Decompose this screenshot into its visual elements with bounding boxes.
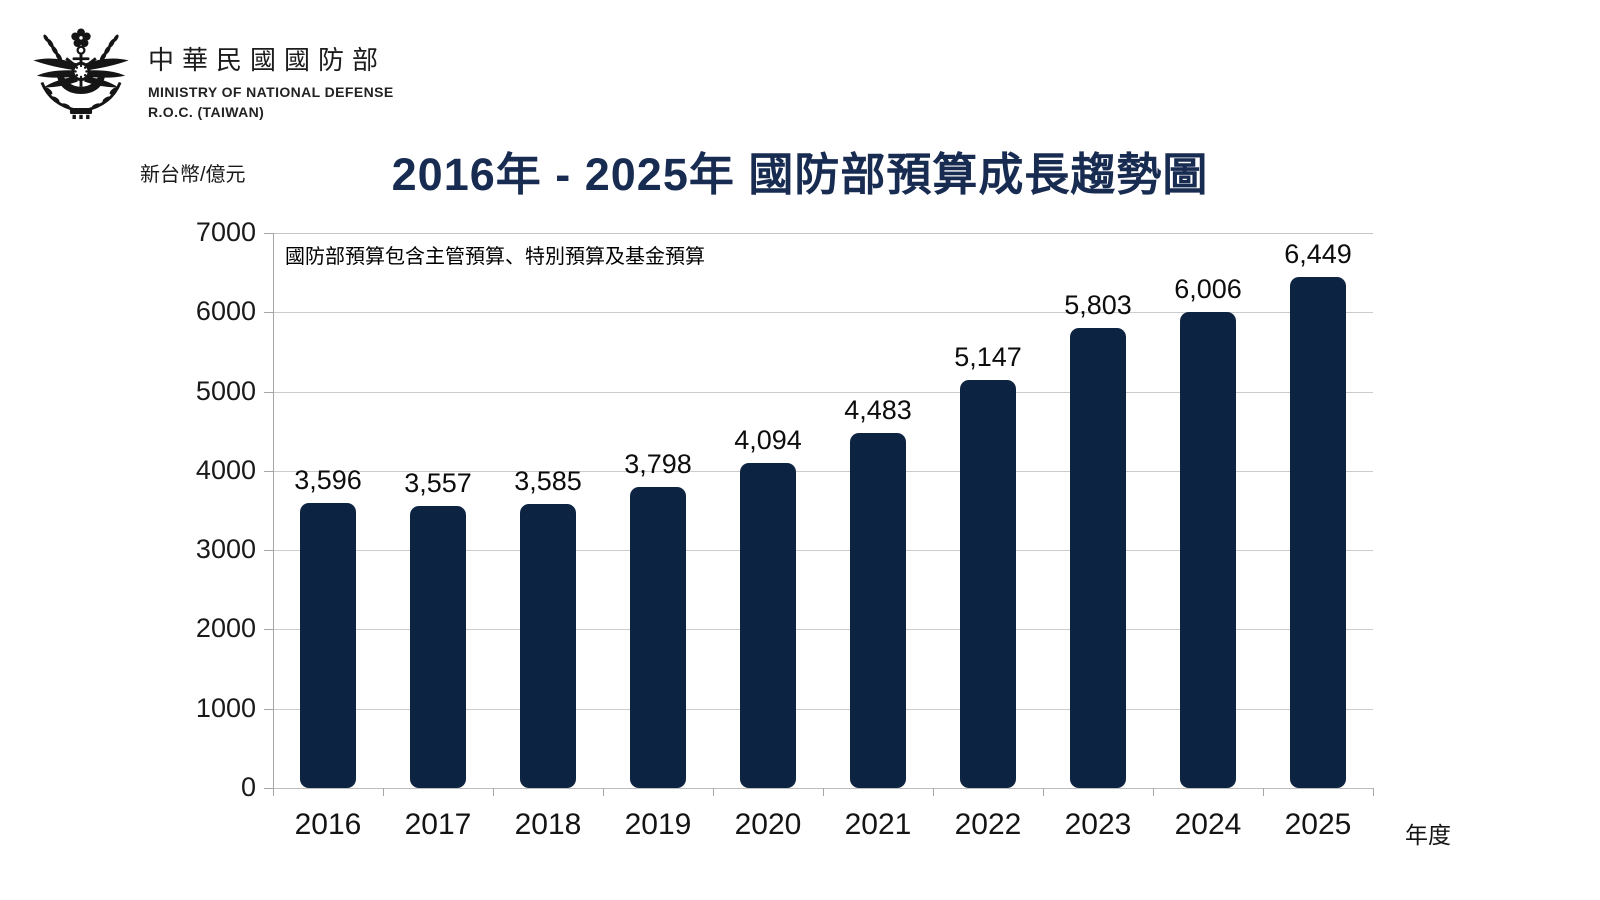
bar-2023 <box>1070 327 1126 788</box>
gridline-2000 <box>273 629 1373 631</box>
chart-annotation: 國防部預算包含主管預算、特別預算及基金預算 <box>285 246 705 268</box>
bar-value-label-2019: 3,798 <box>624 448 692 479</box>
bar-value-label-2021: 4,483 <box>844 394 912 425</box>
y-axis-tick <box>264 629 273 631</box>
brand-header: 中華民國國防部 MINISTRY OF NATIONAL DEFENSE R.O… <box>30 26 394 122</box>
bar-value-label-2025: 6,449 <box>1284 238 1352 269</box>
bar-2024 <box>1180 311 1236 788</box>
laurel-ribbon <box>40 81 122 120</box>
y-axis-tick <box>264 391 273 393</box>
gridline-5000 <box>273 391 1373 393</box>
y-axis-tick <box>264 788 273 789</box>
x-tick-label-2024: 2024 <box>1174 808 1242 841</box>
y-tick-label: 5000 <box>195 375 256 406</box>
x-tick-label-2018: 2018 <box>514 808 582 841</box>
x-axis-tick <box>603 788 604 796</box>
gridline-3000 <box>273 550 1373 552</box>
y-axis-tick <box>264 708 273 710</box>
gridline-7000 <box>273 233 1373 234</box>
x-axis-tick <box>1263 788 1264 796</box>
x-tick-label-2017: 2017 <box>404 808 472 841</box>
x-tick-label-2023: 2023 <box>1064 808 1132 841</box>
bar-2017 <box>410 505 466 788</box>
mnd-emblem-logo <box>33 28 129 120</box>
y-axis-tick <box>264 312 273 314</box>
chart-title: 2016年 - 2025年 國防部預算成長趨勢圖 <box>391 149 1209 200</box>
bar-2022 <box>960 379 1016 788</box>
brand-name-en-line1: MINISTRY OF NATIONAL DEFENSE <box>148 84 394 100</box>
y-tick-label: 7000 <box>195 217 256 247</box>
bar-value-label-2017: 3,557 <box>404 467 472 498</box>
bar-value-label-2016: 3,596 <box>294 464 362 495</box>
x-axis-tick <box>823 788 824 796</box>
x-axis-tick <box>1373 788 1374 796</box>
x-axis-title: 年度 <box>1405 822 1451 848</box>
x-tick-label-2019: 2019 <box>624 808 692 841</box>
anchor <box>57 45 105 94</box>
x-tick-label-2022: 2022 <box>954 808 1022 841</box>
brand-name-zh: 中華民國國防部 <box>148 45 387 75</box>
x-tick-label-2025: 2025 <box>1284 808 1352 841</box>
y-tick-label: 3000 <box>195 534 256 565</box>
y-axis-tick <box>264 233 273 234</box>
x-axis-tick <box>383 788 384 796</box>
bar-value-label-2018: 3,585 <box>514 465 582 496</box>
y-tick-label: 0 <box>240 772 256 802</box>
gridline-6000 <box>273 312 1373 314</box>
x-tick-label-2021: 2021 <box>844 808 912 841</box>
bar-value-label-2022: 5,147 <box>954 341 1022 372</box>
x-tick-label-2016: 2016 <box>294 808 362 841</box>
bar-2020 <box>740 463 796 788</box>
x-axis-tick <box>273 788 274 796</box>
bar-2016 <box>300 502 356 788</box>
x-axis-tick <box>1043 788 1044 796</box>
gridline-4000 <box>273 470 1373 472</box>
bar-value-label-2023: 5,803 <box>1064 289 1132 320</box>
plum-blossom <box>71 28 91 47</box>
brand-text: 中華民國國防部 MINISTRY OF NATIONAL DEFENSE R.O… <box>148 26 394 120</box>
x-axis-tick <box>933 788 934 796</box>
gridline-1000 <box>273 708 1373 710</box>
x-axis-tick <box>1153 788 1154 796</box>
bar-2018 <box>520 503 576 788</box>
y-tick-label: 6000 <box>195 296 256 327</box>
bar-2019 <box>630 486 686 788</box>
bar-2021 <box>850 432 906 788</box>
y-axis-tick <box>264 470 273 472</box>
y-axis-unit-label: 新台幣/億元 <box>140 164 246 186</box>
y-axis-tick <box>264 550 273 552</box>
y-tick-label: 4000 <box>195 454 256 485</box>
y-tick-label: 2000 <box>195 613 256 644</box>
brand-name-en-line2: R.O.C. (TAIWAN) <box>148 104 265 120</box>
bar-2025 <box>1290 276 1346 788</box>
y-tick-label: 1000 <box>195 692 256 723</box>
y-axis-line <box>273 233 274 788</box>
bar-value-label-2020: 4,094 <box>734 425 802 456</box>
x-axis-tick <box>713 788 714 796</box>
x-tick-label-2020: 2020 <box>734 808 802 841</box>
bar-value-label-2024: 6,006 <box>1174 273 1242 304</box>
x-axis-tick <box>493 788 494 796</box>
